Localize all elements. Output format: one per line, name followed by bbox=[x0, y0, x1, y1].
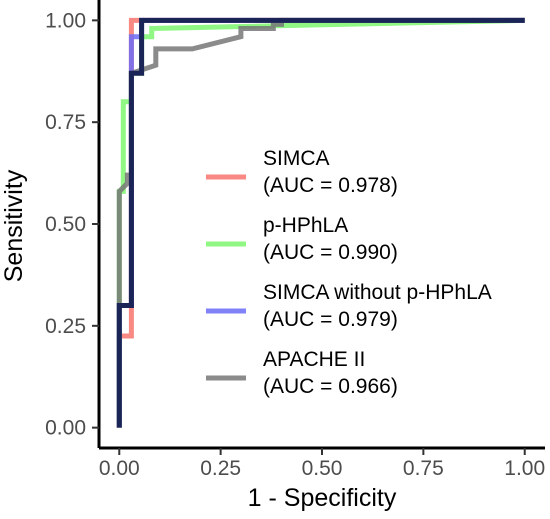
x-tick-label: 0.00 bbox=[99, 457, 140, 480]
x-axis-title: 1 - Specificity bbox=[248, 484, 397, 512]
x-tick-label: 1.00 bbox=[504, 457, 545, 480]
y-axis-title: Sensitivity bbox=[0, 169, 28, 282]
legend-auc-2: (AUC = 0.990) bbox=[263, 241, 398, 264]
y-tick-label: 0.50 bbox=[45, 213, 86, 236]
legend-auc-4: (AUC = 0.966) bbox=[263, 375, 398, 398]
ticks-layer: 0.00 0.25 0.50 0.75 1.00 0.00 0.25 0.50 0.75 1.00 bbox=[45, 9, 545, 480]
x-tick-label: 0.25 bbox=[200, 457, 241, 480]
roc-line-4 bbox=[116, 17, 525, 428]
y-tick-label: 1.00 bbox=[45, 9, 86, 32]
x-tick-label: 0.50 bbox=[302, 457, 343, 480]
legend: SIMCA (AUC = 0.978) p-HPhLA (AUC = 0.990) SI… bbox=[206, 147, 492, 398]
series-layer bbox=[116, 17, 525, 428]
y-tick-label: 0.00 bbox=[45, 417, 86, 440]
y-tick-label: 0.25 bbox=[45, 315, 86, 338]
legend-label-3: SIMCA without p-HPhLA bbox=[263, 281, 492, 304]
x-tick-label: 0.75 bbox=[403, 457, 444, 480]
roc-overlap-line bbox=[116, 17, 525, 428]
y-tick-label: 0.75 bbox=[45, 111, 86, 134]
legend-label-2: p-HPhLA bbox=[263, 214, 348, 237]
legend-auc-3: (AUC = 0.979) bbox=[263, 308, 398, 331]
legend-label-4: APACHE II bbox=[263, 348, 365, 371]
legend-label-1: SIMCA bbox=[263, 147, 330, 170]
legend-auc-1: (AUC = 0.978) bbox=[263, 174, 398, 197]
